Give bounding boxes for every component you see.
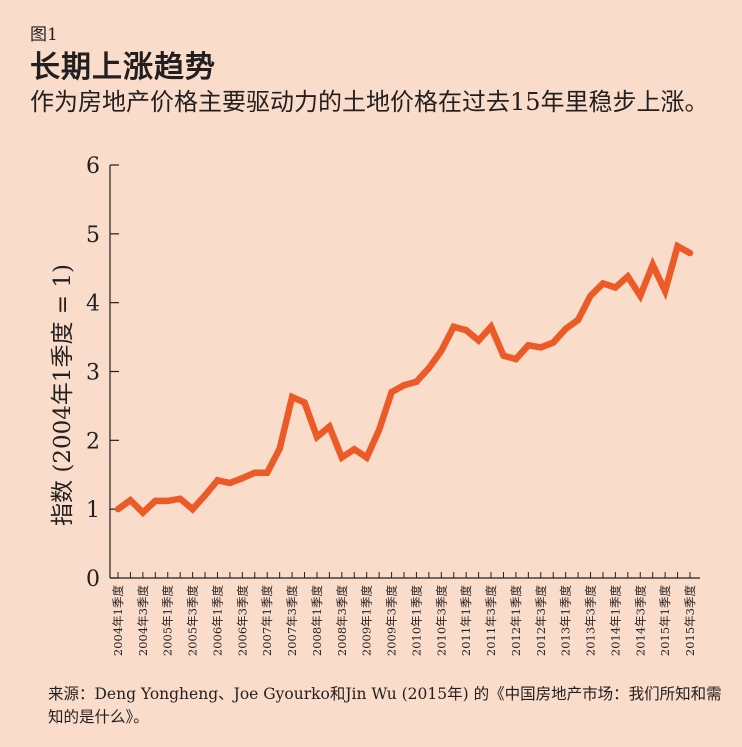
data-point [500, 352, 507, 359]
data-point [400, 382, 408, 389]
data-point [637, 292, 644, 299]
data-point [624, 273, 632, 280]
x-tick-label: 2010年1季度 [409, 585, 423, 657]
data-point [264, 469, 271, 476]
y-tick-label: 1 [86, 498, 100, 523]
data-point [574, 316, 582, 324]
data-point [686, 249, 694, 257]
data-point [475, 337, 482, 344]
data-point [425, 364, 433, 372]
x-tick-label: 2004年1季度 [111, 585, 125, 657]
x-tick-label: 2005年1季度 [161, 585, 175, 657]
x-tick-label: 2012年1季度 [509, 585, 523, 657]
x-tick-label: 2011年1季度 [459, 585, 473, 657]
x-tick-label: 2005年3季度 [186, 585, 200, 657]
data-point [288, 393, 296, 401]
data-point [375, 426, 383, 434]
data-point [550, 339, 557, 346]
data-point [438, 347, 445, 355]
x-tick-label: 2007年3季度 [285, 585, 299, 657]
data-point [313, 433, 321, 441]
data-point [450, 323, 457, 330]
data-point [674, 243, 681, 250]
x-tick-label: 2012年3季度 [534, 585, 548, 657]
x-ticks: 2004年1季度 2004年3季度 2005年1季度 2005年3季度 2006年1季度… [111, 572, 697, 656]
y-tick-label: 2 [86, 429, 100, 454]
data-point [413, 378, 420, 386]
y-tick-label: 5 [86, 223, 100, 248]
source-note: 来源：Deng Yongheng、Joe Gyourko和Jin Wu (201… [48, 685, 722, 726]
data-point [114, 505, 122, 513]
chart-subtitle: 作为房地产价格主要驱动力的土地价格在过去15年里稳步上涨。 [30, 88, 709, 116]
data-point [176, 495, 184, 503]
x-tick-label: 2009年1季度 [360, 585, 374, 657]
data-point [363, 454, 370, 461]
figure-label: 图1 [30, 25, 58, 45]
x-tick-label: 2015年3季度 [683, 585, 697, 657]
data-point [239, 474, 246, 482]
data-point [351, 446, 358, 453]
data-point [587, 292, 594, 299]
x-tick-label: 2014年3季度 [633, 585, 647, 657]
data-point [276, 445, 283, 452]
x-tick-label: 2008年1季度 [310, 585, 324, 657]
data-point [139, 509, 147, 516]
data-point [164, 497, 171, 505]
data-point [127, 497, 134, 504]
data-point [326, 423, 333, 430]
data-point [338, 454, 346, 461]
x-tick-label: 2013年1季度 [559, 585, 573, 657]
x-tick-label: 2013年3季度 [584, 585, 598, 657]
x-tick-label: 2006年1季度 [210, 585, 224, 657]
y-axis-label: 指数 (2004年1季度 = 1) [50, 264, 76, 526]
data-point [189, 505, 196, 513]
data-point [661, 287, 669, 295]
data-point [201, 492, 209, 499]
data-point [649, 261, 656, 269]
x-tick-label: 2011年3季度 [484, 585, 498, 657]
x-tick-label: 2014年1季度 [608, 585, 622, 657]
data-point [487, 323, 495, 330]
data-point [301, 399, 308, 406]
data-point [462, 327, 470, 334]
x-tick-label: 2015年1季度 [658, 585, 672, 657]
data-point [612, 284, 619, 291]
x-tick-label: 2008年3季度 [335, 585, 349, 657]
data-point [512, 355, 520, 363]
y-tick-label: 3 [86, 361, 100, 386]
data-point [226, 479, 234, 487]
chart-title: 长期上涨趋势 [30, 50, 216, 85]
x-tick-label: 2006年3季度 [235, 585, 249, 657]
data-point [525, 342, 532, 349]
y-tick-label: 4 [86, 292, 100, 317]
data-point [562, 325, 569, 333]
y-tick-label: 6 [86, 154, 100, 179]
data-point [214, 477, 221, 484]
data-point [251, 469, 258, 476]
chart-axes [109, 165, 700, 579]
y-tick-label: 0 [86, 567, 100, 592]
data-point [537, 344, 544, 351]
x-tick-label: 2010年3季度 [434, 585, 448, 657]
data-point [599, 280, 607, 287]
y-ticks: 0 1 2 3 4 5 6 [86, 154, 119, 592]
x-tick-label: 2007年1季度 [260, 585, 274, 657]
x-tick-label: 2004年3季度 [136, 585, 150, 657]
series-group [114, 241, 694, 518]
data-point [388, 388, 395, 396]
x-tick-label: 2009年3季度 [385, 585, 399, 657]
data-point [152, 497, 159, 505]
